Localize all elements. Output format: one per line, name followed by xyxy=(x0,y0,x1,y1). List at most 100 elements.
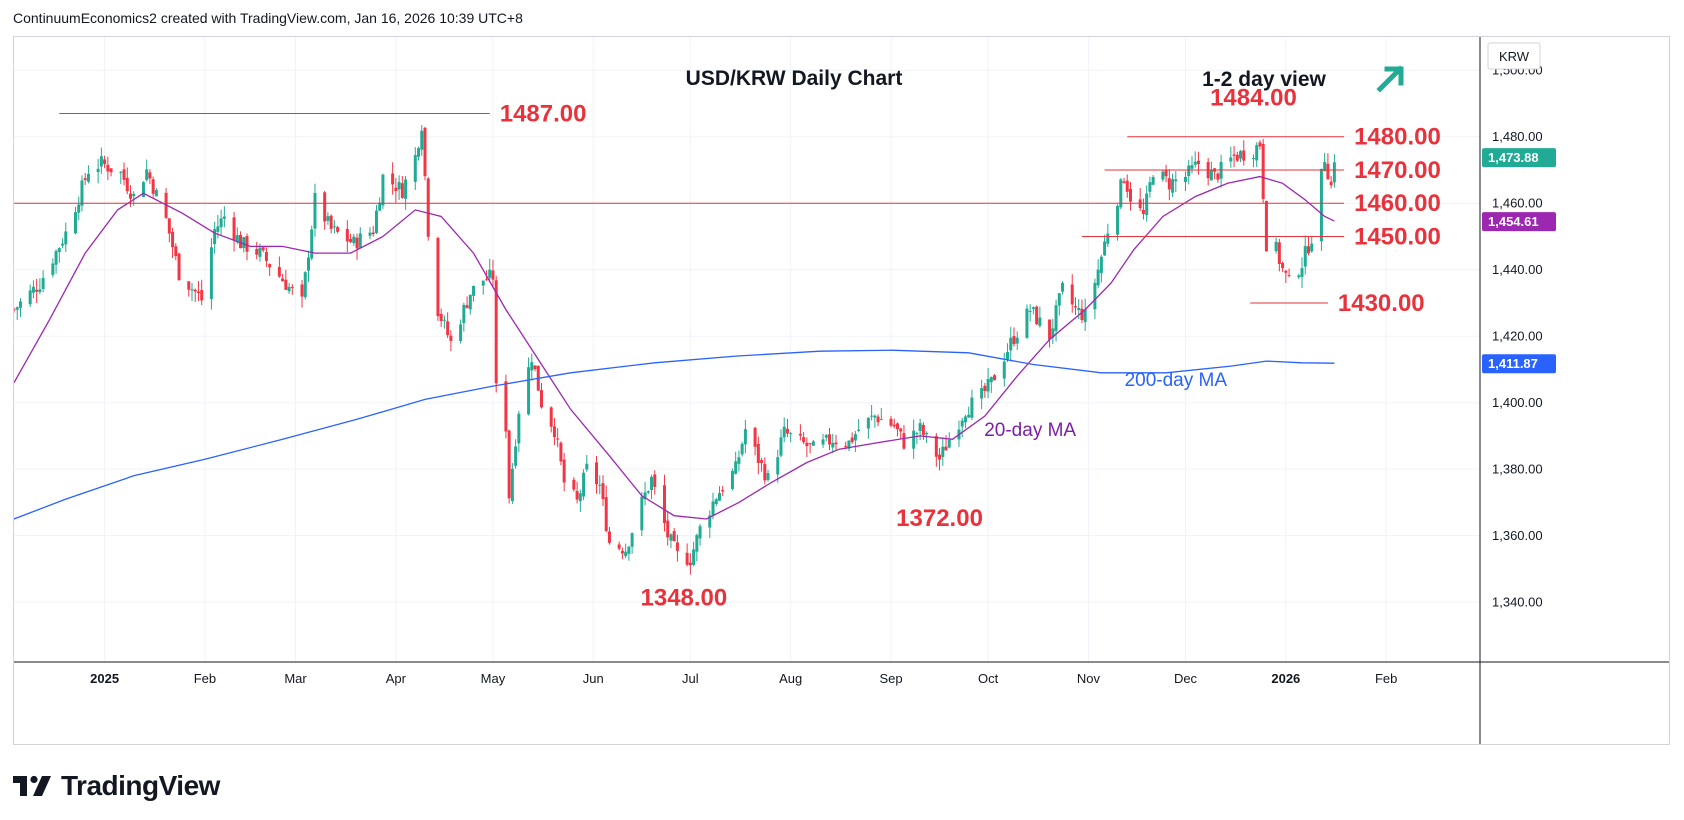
candle-down xyxy=(620,550,624,554)
candle-down xyxy=(688,562,692,566)
candle-up xyxy=(967,414,971,418)
candle-up xyxy=(624,551,628,557)
candle-down xyxy=(575,491,579,500)
candle-down xyxy=(802,437,806,443)
tradingview-brand: TradingView xyxy=(61,770,220,801)
candle-up xyxy=(986,379,990,392)
candle-up xyxy=(711,501,715,516)
candle-down xyxy=(323,192,327,222)
candle-up xyxy=(782,426,786,438)
candle-up xyxy=(527,367,531,415)
candle-down xyxy=(355,237,359,249)
currency-box[interactable] xyxy=(1487,42,1541,70)
x-tick-label: Jul xyxy=(682,671,699,686)
candle-up xyxy=(28,290,32,305)
candle-up xyxy=(510,468,514,502)
candle-up xyxy=(1184,176,1188,182)
candle-down xyxy=(345,228,349,242)
candle-down xyxy=(850,437,854,442)
x-tick-label: Feb xyxy=(194,671,216,686)
candle-up xyxy=(669,534,673,541)
chart-frame[interactable]: 1,340.00 1,360.00 1,380.00 1,400.00 1,420.00… xyxy=(13,36,1670,745)
candle-up xyxy=(857,429,861,431)
candle-up xyxy=(326,216,330,221)
candle-up xyxy=(213,229,217,245)
candle-up xyxy=(1174,179,1178,182)
candle-up xyxy=(578,493,582,502)
candle-down xyxy=(662,485,666,524)
chart-title: USD/KRW Daily Chart xyxy=(686,67,903,90)
y-tick-label: 1,400.00 xyxy=(1492,395,1543,410)
candle-down xyxy=(785,428,789,434)
candle-down xyxy=(103,159,107,165)
annotation-label: 200-day MA xyxy=(1125,370,1228,391)
price-chart[interactable]: 1,340.00 1,360.00 1,380.00 1,400.00 1,420.00… xyxy=(14,37,1669,744)
candle-up xyxy=(866,417,870,429)
candle-down xyxy=(245,236,249,252)
candle-up xyxy=(963,416,967,423)
candle-down xyxy=(675,542,679,551)
candle-up xyxy=(1103,241,1107,256)
candle-down xyxy=(268,264,272,268)
candle-up xyxy=(598,484,602,486)
candle-down xyxy=(1287,275,1291,277)
x-tick-label: Jun xyxy=(583,671,604,686)
candle-up xyxy=(1193,161,1197,165)
x-tick-label: Apr xyxy=(386,671,407,686)
candle-down xyxy=(533,365,537,370)
candle-up xyxy=(404,179,408,199)
candle-down xyxy=(895,423,899,430)
candle-down xyxy=(756,443,760,463)
candle-up xyxy=(1025,308,1029,338)
candle-down xyxy=(1258,142,1262,147)
candle-down xyxy=(264,251,268,261)
tradingview-logo[interactable]: TradingView xyxy=(13,770,220,802)
candle-up xyxy=(734,461,738,474)
candle-down xyxy=(255,248,259,255)
candle-up xyxy=(481,280,485,286)
ma200-value: 1,411.87 xyxy=(1488,356,1538,371)
candle-down xyxy=(151,179,155,194)
candle-up xyxy=(99,156,103,167)
candle-up xyxy=(141,182,145,197)
candle-up xyxy=(488,269,492,278)
candle-up xyxy=(1057,293,1061,306)
candle-down xyxy=(174,246,178,257)
candle-up xyxy=(941,446,945,457)
candle-up xyxy=(517,413,521,444)
candle-up xyxy=(1009,337,1013,351)
x-tick-label: 2026 xyxy=(1271,671,1300,686)
candle-up xyxy=(1054,305,1058,331)
candle-up xyxy=(31,286,35,293)
annotation-label: 1484.00 xyxy=(1210,84,1297,111)
candle-up xyxy=(1190,165,1194,169)
candle-up xyxy=(989,376,993,383)
candle-up xyxy=(235,235,239,243)
level-label: 1430.00 xyxy=(1338,290,1425,317)
candle-up xyxy=(730,470,734,489)
candle-down xyxy=(109,168,113,173)
x-tick-label: Dec xyxy=(1174,671,1198,686)
candle-up xyxy=(358,233,362,248)
candle-down xyxy=(540,390,544,408)
candle-up xyxy=(530,362,534,371)
candle-down xyxy=(1264,201,1268,252)
candle-down xyxy=(876,416,880,423)
candle-up xyxy=(1151,177,1155,185)
candle-down xyxy=(763,463,767,481)
candle-up xyxy=(1093,282,1097,310)
candle-up xyxy=(442,319,446,321)
candle-down xyxy=(239,234,243,249)
candle-down xyxy=(1048,319,1052,340)
candle-down xyxy=(892,424,896,427)
candle-up xyxy=(1148,182,1152,192)
candle-down xyxy=(300,284,304,297)
candle-down xyxy=(232,217,236,240)
x-tick-label: May xyxy=(481,671,506,686)
candle-down xyxy=(449,335,453,341)
candle-down xyxy=(106,164,110,172)
candle-down xyxy=(336,227,340,232)
candle-down xyxy=(1073,306,1077,308)
candle-up xyxy=(378,202,382,211)
candle-up xyxy=(472,285,476,296)
